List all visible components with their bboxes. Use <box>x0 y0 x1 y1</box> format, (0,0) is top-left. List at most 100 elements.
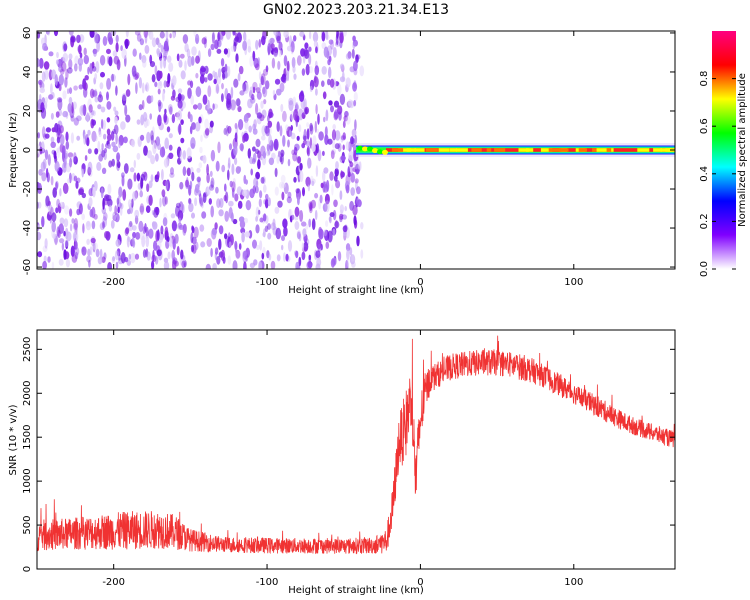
spectrogram-noise-cell <box>37 231 42 241</box>
spectrogram-noise-cell <box>119 203 124 210</box>
spectrogram-noise-cell <box>325 31 329 41</box>
spectrogram-noise-cell <box>92 242 98 251</box>
spectrogram-noise-cell <box>71 254 78 263</box>
spectrogram-noise-cell <box>180 249 184 260</box>
spectrogram-noise-cell <box>282 218 288 229</box>
spectrogram-noise-cell <box>108 56 113 67</box>
spectrogram-noise-cell <box>92 66 97 72</box>
spectrogram-noise-cell <box>231 187 235 199</box>
zero-line-segment <box>406 148 416 152</box>
spectrogram-noise-cell <box>55 181 58 191</box>
spectrogram-noise-cell <box>214 83 220 94</box>
spectrogram-noise-cell <box>277 60 281 70</box>
spectrogram-noise-cell <box>146 251 151 261</box>
spectrogram-noise-cell <box>202 154 207 164</box>
snr-x-tick-label: 100 <box>564 577 583 588</box>
spectrogram-noise-cell <box>83 133 86 145</box>
spectrogram-noise-cell <box>191 46 197 56</box>
spectrogram-noise-cell <box>345 77 351 88</box>
spectrogram-noise-cell <box>331 184 334 196</box>
spectrogram-noise-cell <box>351 48 355 59</box>
spectrogram-noise-cell <box>228 241 232 249</box>
spectrogram-noise-cell <box>121 175 125 187</box>
spectrogram-noise-cell <box>301 251 306 261</box>
spectrogram-noise-cell <box>259 190 263 199</box>
spectrogram-noise-cell <box>315 263 321 269</box>
spectrogram-noise-cell <box>232 260 238 269</box>
zero-line-blob <box>377 149 383 155</box>
spectrogram-noise-cell <box>352 42 356 49</box>
spectrogram-noise-cell <box>342 144 345 151</box>
zero-line-blob <box>372 148 378 154</box>
spectrogram-noise-cell <box>165 180 169 191</box>
spectrogram-noise-cell <box>327 230 333 243</box>
spectrogram-noise-cell <box>42 245 48 253</box>
spectrogram-noise-cell <box>88 197 93 207</box>
spectrogram-noise-cell <box>150 134 155 146</box>
spectrogram-noise-cell <box>177 110 182 121</box>
spectrogram-noise-cell <box>42 261 47 269</box>
spectrogram-noise-cell <box>94 96 99 103</box>
spectrogram-noise-cell <box>170 95 176 101</box>
spectrogram-noise-cell <box>218 225 224 235</box>
spectrogram-noise-cell <box>306 140 311 147</box>
spectrogram-noise-cell <box>83 82 88 91</box>
spectrogram-noise-cell <box>106 101 112 110</box>
spectrogram-noise-cell <box>150 130 154 141</box>
spectrogram-noise-cell <box>61 61 67 72</box>
spectrogram-noise-cell <box>306 122 310 128</box>
spectrogram-noise-cell <box>339 63 345 70</box>
spectrogram-noise-cell <box>235 53 239 63</box>
spectrogram-noise-cell <box>86 112 90 123</box>
spectrogram-noise-cell <box>99 248 103 260</box>
spectrogram-noise-cell <box>265 80 270 90</box>
spectrogram-noise-cell <box>251 158 256 165</box>
spectrogram-noise-cell <box>74 241 78 250</box>
spectrogram-noise-cell <box>276 35 281 44</box>
spectrogram-noise-cell <box>308 46 312 52</box>
spectrogram-noise-cell <box>108 204 113 212</box>
spectrogram-noise-cell <box>86 238 90 245</box>
spectrogram-noise-cell <box>339 76 346 83</box>
spectrogram-noise-cell <box>225 125 229 137</box>
spectrogram-noise-cell <box>280 103 284 113</box>
spectrogram-noise-cell <box>133 159 136 169</box>
spectrogram-noise-cell <box>281 73 287 84</box>
spectrogram-noise-cell <box>227 66 231 77</box>
spectrogram-noise-cell <box>101 167 107 174</box>
spectrogram-noise-cell <box>299 210 304 222</box>
spectrogram-noise-cell <box>252 86 256 94</box>
spectrogram-noise-cell <box>235 250 241 260</box>
spectrogram-noise-cell <box>74 55 79 66</box>
spectrogram-noise-cell <box>221 164 226 173</box>
spectrogram-noise-cell <box>322 150 325 156</box>
spectrogram-noise-cell <box>81 192 87 199</box>
spectrogram-noise-cell <box>247 148 251 159</box>
spectrogram-noise-cell <box>299 31 305 37</box>
spectrogram-noise-cell <box>131 139 136 148</box>
spectrogram-noise-cell <box>102 36 108 46</box>
spectrogram-noise-cell <box>71 218 75 224</box>
spectrogram-noise-cell <box>215 160 220 172</box>
spectrogram-noise-cell <box>85 134 89 146</box>
spectrogram-noise-cell <box>128 253 132 260</box>
spectrogram-noise-cell <box>157 88 161 95</box>
zero-line-blob <box>357 145 363 151</box>
spectrogram-noise-cell <box>157 81 163 89</box>
spectrogram-noise-cell <box>206 186 211 196</box>
spectrogram-noise-cell <box>162 195 167 207</box>
spectrogram-noise-cell <box>237 200 243 209</box>
spectrogram-noise-cell <box>73 223 78 231</box>
spectrogram-noise-cell <box>111 73 114 82</box>
spectrogram-noise-cell <box>338 111 342 121</box>
spectrogram-noise-cell <box>104 194 110 202</box>
spectrogram-noise-cell <box>71 102 74 114</box>
spectrogram-noise-cell <box>98 131 102 138</box>
spectrogram-noise-cell <box>296 135 300 141</box>
spectrogram-noise-cell <box>248 125 252 133</box>
spectrogram-noise-cell <box>95 135 98 142</box>
spectrogram-noise-cell <box>39 57 44 69</box>
spectrogram-noise-cell <box>293 146 298 156</box>
spectrogram-noise-cell <box>191 55 195 66</box>
spectrogram-noise-cell <box>65 258 70 268</box>
